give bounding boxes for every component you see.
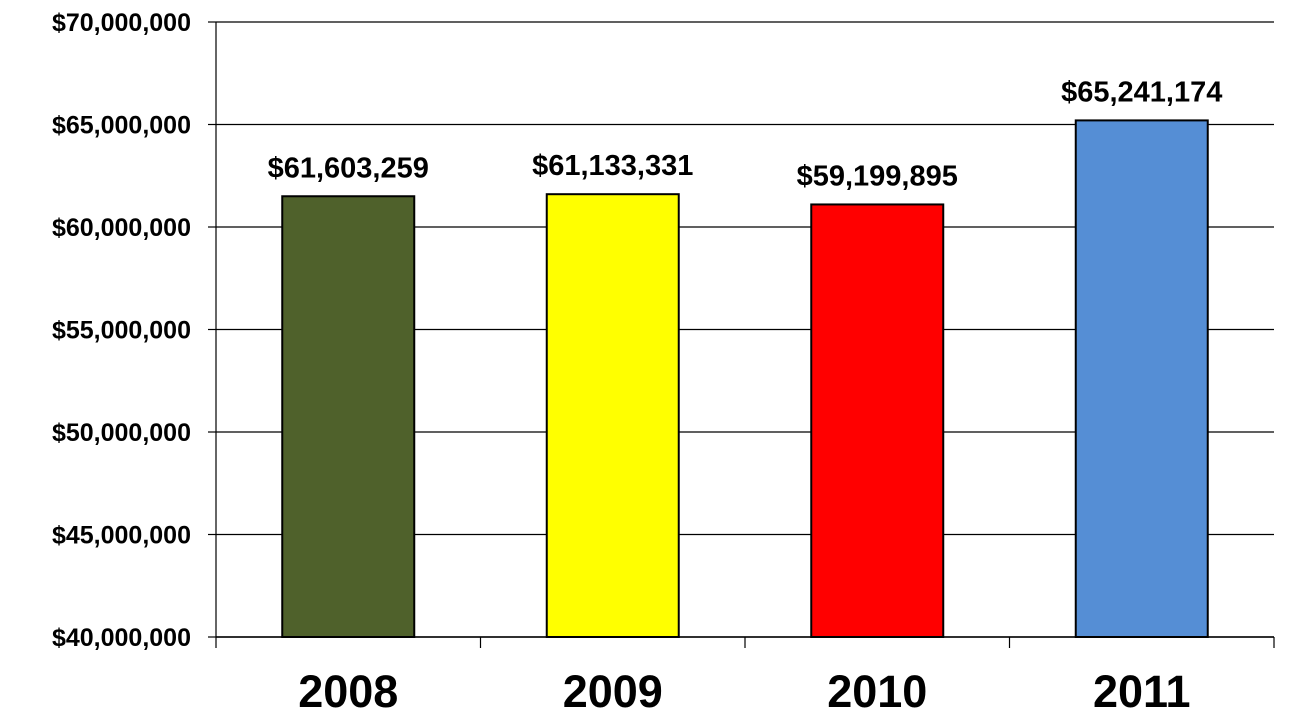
data-label-2009: $61,133,331 <box>532 150 693 182</box>
y-tick-label: $45,000,000 <box>52 522 191 550</box>
y-tick-label: $70,000,000 <box>52 9 191 37</box>
bar-2009 <box>545 193 680 638</box>
y-axis-tick-labels: $40,000,000 $45,000,000 $50,000,000 $55,000… <box>52 9 191 652</box>
x-tick-label-2011: 2011 <box>1093 666 1191 715</box>
x-tick-label-2009: 2009 <box>563 666 663 715</box>
data-label-2008: $61,603,259 <box>268 152 429 184</box>
y-tick-label: $40,000,000 <box>52 624 191 652</box>
x-axis-tick-labels: 2008 2009 2010 2011 <box>298 666 1191 717</box>
y-tick-label: $65,000,000 <box>52 112 191 140</box>
data-labels: $61,603,259 $61,133,331 $59,199,895 $65,241… <box>268 76 1223 192</box>
y-tick-label: $50,000,000 <box>52 419 191 447</box>
data-label-2011: $65,241,174 <box>1061 76 1222 108</box>
bars <box>281 119 1209 638</box>
bar-2008 <box>281 195 416 638</box>
bar-2010 <box>810 203 945 638</box>
y-tick-label: $60,000,000 <box>52 214 191 242</box>
x-tick-label-2008: 2008 <box>298 666 398 715</box>
axes <box>208 21 1275 648</box>
data-label-2010: $59,199,895 <box>797 160 958 192</box>
y-tick-label: $55,000,000 <box>52 317 191 345</box>
bar-2011 <box>1074 119 1209 638</box>
x-tick-label-2010: 2010 <box>827 666 927 715</box>
